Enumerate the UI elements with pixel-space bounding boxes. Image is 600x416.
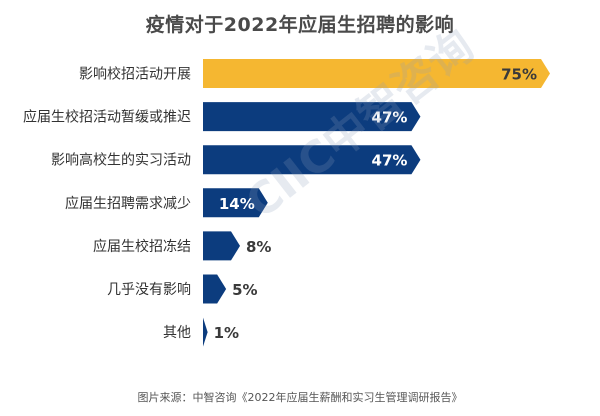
value-label: 75%	[501, 66, 537, 84]
bar	[203, 231, 241, 261]
category-label: 应届生校招活动暂缓或推迟	[23, 109, 191, 126]
category-label: 应届生招聘需求减少	[65, 195, 191, 212]
bar	[203, 102, 421, 132]
bar	[203, 145, 421, 175]
value-label: 8%	[246, 238, 271, 256]
source-note: 图片来源：中智咨询《2022年应届生薪酬和实习生管理调研报告》	[137, 391, 463, 404]
value-label: 47%	[372, 109, 408, 127]
bar	[203, 59, 550, 88]
chart-title: 疫情对于2022年应届生招聘的影响	[145, 14, 455, 36]
category-label: 应届生校招冻结	[93, 238, 191, 255]
value-label: 47%	[372, 152, 408, 170]
value-label: 5%	[232, 281, 257, 299]
value-label: 1%	[214, 324, 239, 342]
category-label: 其他	[163, 325, 191, 341]
category-label: 影响高校生的实习活动	[51, 152, 191, 169]
bar	[203, 317, 208, 347]
category-label: 影响校招活动开展	[79, 66, 191, 83]
bar	[203, 274, 227, 304]
category-label: 几乎没有影响	[107, 282, 191, 298]
value-label: 14%	[219, 195, 255, 213]
bar	[203, 188, 268, 218]
